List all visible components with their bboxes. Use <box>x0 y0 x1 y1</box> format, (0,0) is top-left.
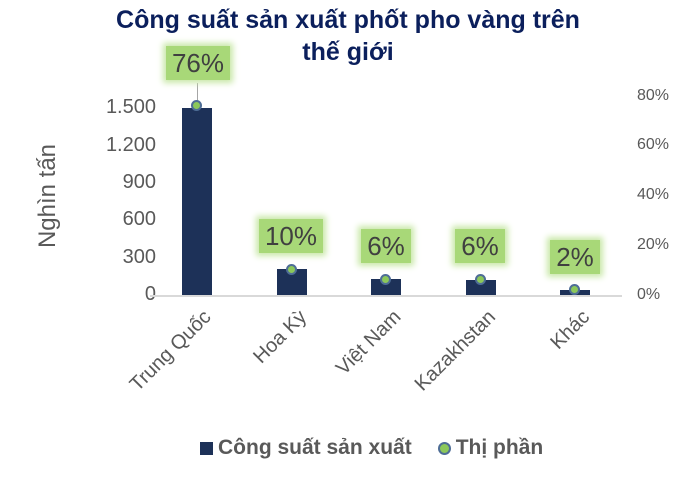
bar-kazakhstan <box>466 280 496 295</box>
data-label-viet-nam: 6% <box>361 229 411 263</box>
legend-marker-label: Thị phần <box>455 436 544 459</box>
y2-tick: 80% <box>637 87 670 104</box>
data-label-khac: 2% <box>550 240 600 274</box>
legend: Công suất sản xuất Thị phần <box>200 436 543 460</box>
bar-viet-nam <box>371 279 401 295</box>
legend-bar-label: Công suất sản xuất <box>218 436 412 459</box>
x-tick-khac: Khác <box>546 306 595 354</box>
data-label-hoa-ky: 10% <box>259 219 323 253</box>
x-axis-line <box>150 295 622 297</box>
y2-tick: 0% <box>637 286 661 303</box>
marker-hoa-ky <box>286 264 297 275</box>
chart-title-line-1: Công suất sản xuất phốt pho vàng trên <box>116 6 580 34</box>
marker-khac <box>569 284 580 295</box>
x-tick-hoa-ky: Hoa Kỳ <box>249 306 312 368</box>
leader-line <box>197 83 198 103</box>
data-label-kazakhstan: 6% <box>455 229 505 263</box>
y-tick: 1.500 <box>105 96 156 118</box>
x-tick-trung-quoc: Trung Quốc <box>125 306 216 396</box>
y-tick: 300 <box>122 246 156 268</box>
y2-tick: 20% <box>637 236 670 253</box>
y-tick: 1.200 <box>105 134 156 156</box>
y-tick: 900 <box>122 171 156 193</box>
chart-title: Công suất sản xuất phốt pho vàng trên th… <box>0 4 696 68</box>
y-tick: 0 <box>144 283 156 305</box>
y2-tick: 40% <box>637 186 670 203</box>
data-label-trung-quoc: 76% <box>166 46 230 80</box>
bar-trung-quoc <box>182 108 212 295</box>
y-axis-label: Nghìn tấn <box>34 143 61 249</box>
x-tick-kazakhstan: Kazakhstan <box>411 306 501 396</box>
x-tick-viet-nam: Việt Nam <box>332 306 406 380</box>
legend-bar-swatch-icon <box>200 441 213 455</box>
y-tick: 600 <box>122 208 156 230</box>
chart-title-line-2: thế giới <box>302 38 394 66</box>
legend-marker-swatch-icon <box>437 441 451 455</box>
marker-kazakhstan <box>475 274 486 285</box>
y2-tick: 60% <box>637 136 670 153</box>
marker-trung-quoc <box>191 100 202 111</box>
marker-viet-nam <box>380 274 391 285</box>
